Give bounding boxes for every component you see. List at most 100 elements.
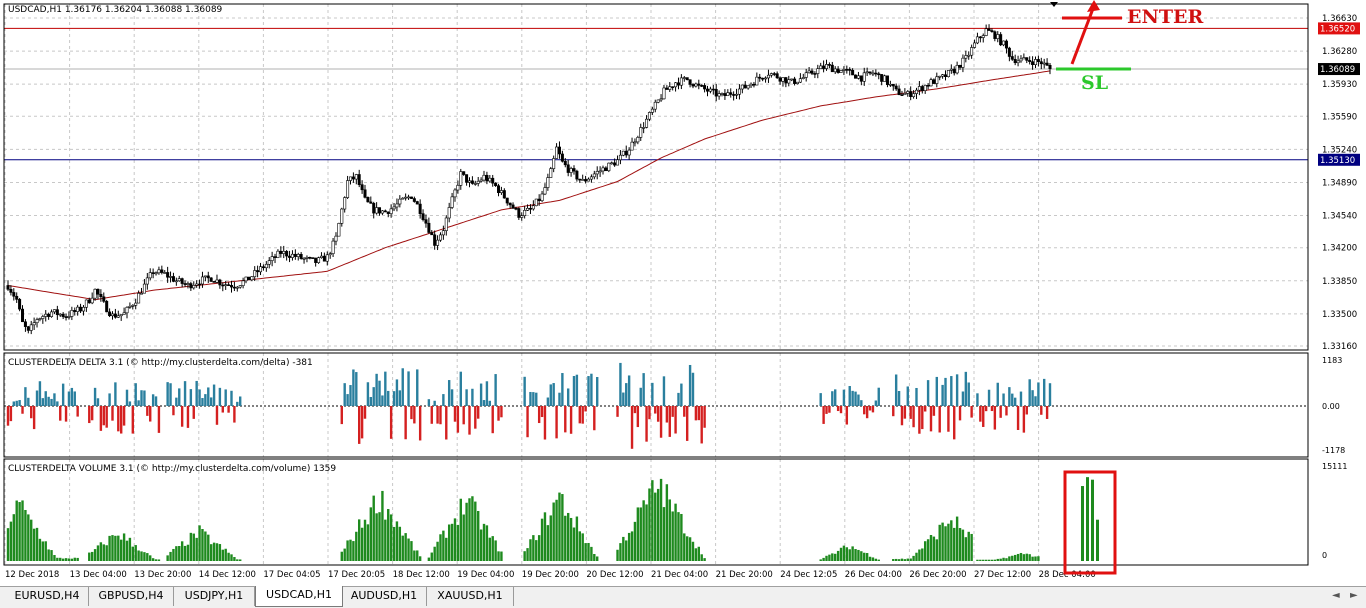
delta-bar — [825, 406, 828, 414]
candle — [534, 198, 538, 207]
volume-bar — [918, 549, 921, 561]
candle — [35, 317, 39, 328]
candle-body — [305, 257, 309, 259]
candle — [978, 36, 982, 43]
candle-body — [206, 275, 210, 279]
candle — [854, 74, 858, 79]
candle — [795, 81, 799, 85]
candle-body — [807, 70, 811, 74]
candle — [540, 190, 544, 203]
candle-body — [618, 154, 622, 161]
delta-bar — [1013, 397, 1017, 406]
volume-bar — [656, 488, 660, 561]
candle-body — [186, 283, 190, 285]
delta-bar — [857, 394, 860, 406]
delta-bar — [575, 374, 579, 406]
candle-body — [926, 84, 930, 87]
tab-gbpusd-h4[interactable]: GBPUSD,H4 — [89, 587, 174, 606]
candle — [285, 249, 289, 261]
candle-body — [978, 36, 982, 39]
tab-eurusd-h4[interactable]: EURUSD,H4 — [6, 587, 89, 606]
candle — [825, 59, 829, 71]
delta-bar — [416, 369, 419, 406]
volume-bar — [581, 533, 584, 561]
volume-bar — [685, 536, 689, 561]
candle-body — [781, 77, 785, 82]
volume-bar-highlighted — [1091, 479, 1094, 561]
delta-bar — [622, 392, 625, 406]
delta-bar — [395, 379, 399, 406]
x-tick-label: 24 Dec 12:05 — [780, 570, 837, 580]
candle-body — [267, 260, 271, 265]
candle-body — [317, 257, 321, 263]
candle-body — [456, 185, 460, 191]
candle-body — [227, 284, 231, 286]
tab-audusd-h1[interactable]: AUDUSD,H1 — [342, 587, 427, 606]
candle-body — [1007, 47, 1011, 57]
candle — [958, 64, 962, 70]
candle-body — [784, 77, 788, 84]
candle-body — [76, 306, 80, 312]
volume-bar — [35, 527, 39, 561]
candle-body — [459, 171, 463, 186]
candle-body — [885, 75, 889, 85]
candle-body — [134, 302, 138, 306]
volume-bar — [990, 559, 994, 561]
candle — [273, 253, 277, 264]
candle — [64, 313, 68, 321]
candle-body — [755, 76, 759, 86]
tab-scroll-left-icon[interactable]: ◄ — [1332, 590, 1340, 601]
delta-bar — [630, 406, 634, 449]
delta-bar — [105, 406, 108, 428]
x-tick-label: 19 Dec 04:00 — [457, 570, 514, 580]
delta-bar — [897, 391, 901, 406]
delta-bar — [935, 376, 939, 406]
volume-bar — [477, 510, 480, 561]
candle-body — [110, 313, 114, 317]
candle-body — [467, 180, 471, 183]
candle — [917, 81, 921, 96]
delta-bar — [987, 389, 991, 406]
volume-highlight-box — [1063, 470, 1117, 575]
delta-tick-label: 0.00 — [1322, 402, 1340, 411]
candle-body — [894, 85, 898, 90]
tab-scroll-right-icon[interactable]: ► — [1350, 590, 1358, 601]
delta-bar — [691, 372, 695, 406]
chart-svg[interactable]: 1.36630 1.36280 1.35930 1.35590 1.35240 1.348… — [0, 0, 1366, 586]
candle — [810, 68, 814, 76]
delta-bar — [593, 406, 596, 431]
candle-body — [627, 149, 631, 156]
delta-bar — [355, 372, 358, 406]
candle — [906, 90, 910, 97]
candle — [119, 314, 123, 321]
delta-bar — [535, 392, 538, 406]
candle — [993, 30, 997, 42]
candle — [807, 67, 811, 74]
candle-body — [578, 178, 582, 181]
tab-usdcad-h1[interactable]: USDCAD,H1 — [255, 586, 343, 607]
candle — [1042, 58, 1046, 69]
candle — [311, 257, 315, 259]
delta-bar — [697, 406, 700, 421]
volume-bar — [209, 544, 213, 561]
delta-bar — [27, 397, 30, 406]
volume-bar — [372, 495, 375, 561]
delta-bar — [47, 396, 50, 406]
candle — [166, 266, 170, 283]
volume-bar — [233, 557, 236, 561]
delta-bar — [401, 368, 404, 406]
delta-bar — [488, 400, 492, 406]
delta-bar — [1005, 406, 1008, 416]
candle — [964, 50, 968, 63]
tab-usdjpy-h1[interactable]: USDJPY,H1 — [174, 587, 255, 606]
delta-bar — [828, 406, 831, 413]
candle-body — [822, 65, 826, 69]
volume-bar — [436, 541, 439, 561]
volume-bar — [572, 527, 576, 561]
tab-xauusd-h1[interactable]: XAUUSD,H1 — [427, 587, 514, 606]
candle — [552, 155, 556, 173]
candle-body — [116, 315, 120, 318]
candle-body — [787, 79, 791, 84]
candle-body — [546, 177, 550, 188]
delta-bar — [212, 384, 216, 406]
